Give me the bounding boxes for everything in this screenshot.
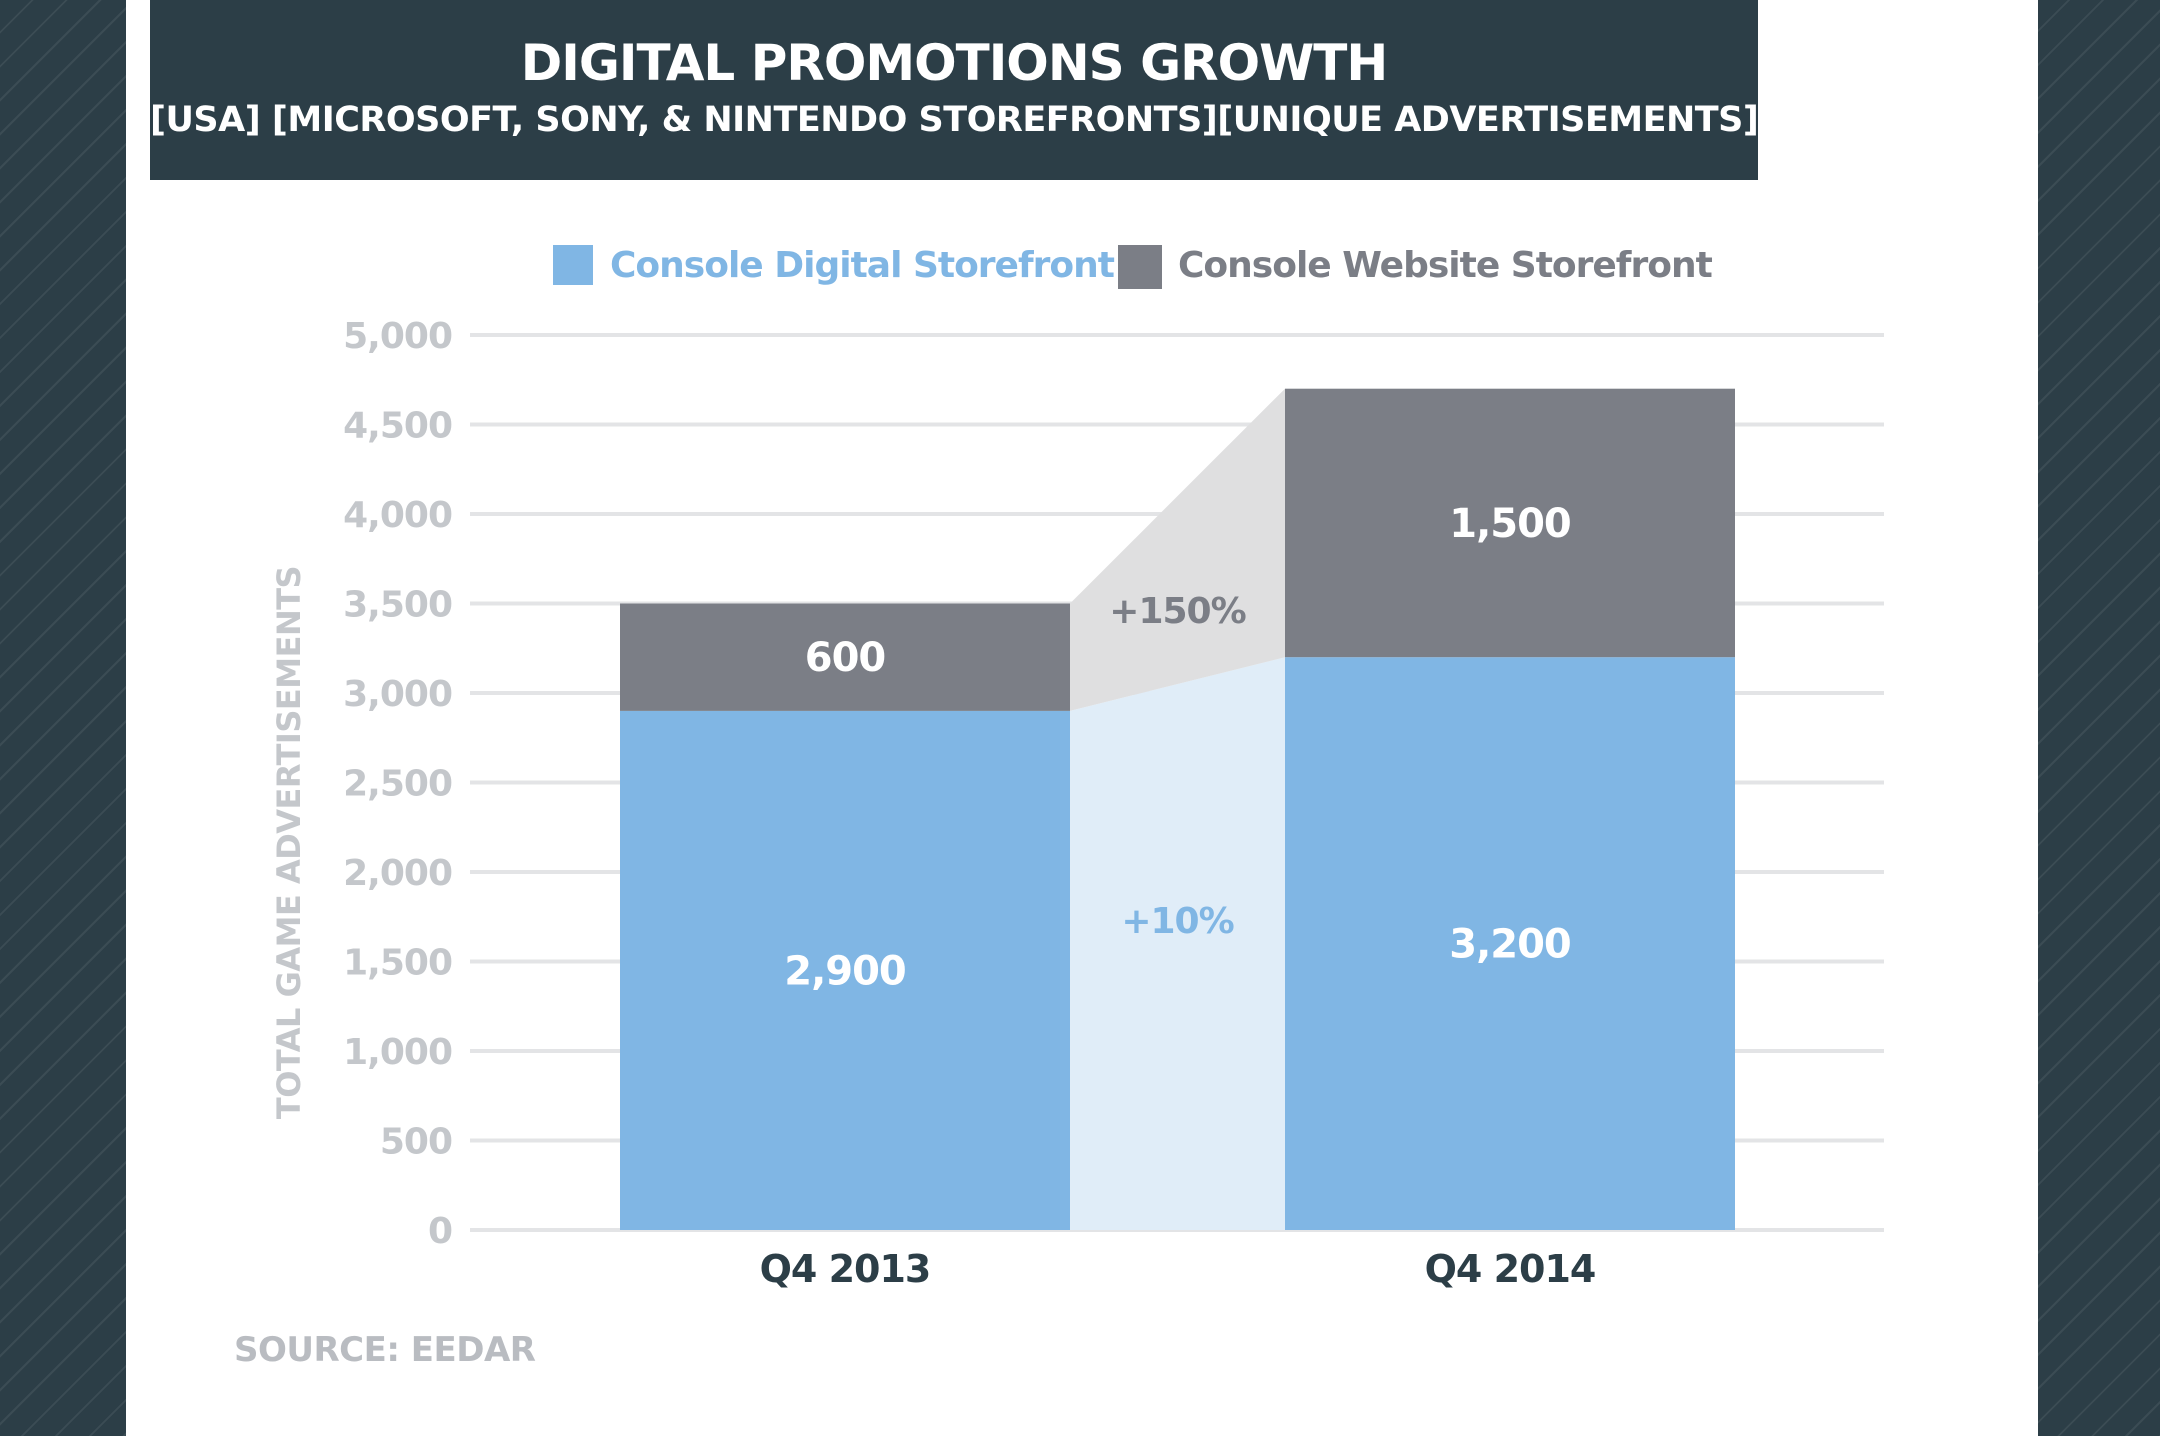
data-label-website: 1,500 <box>1449 501 1571 547</box>
y-tick-label: 3,500 <box>343 585 452 626</box>
legend-swatch-website <box>1118 245 1162 289</box>
legend-swatch-digital <box>553 245 593 285</box>
y-tick-label: 2,000 <box>343 853 452 894</box>
y-tick-label: 4,000 <box>343 495 452 536</box>
chart-subtitle: [USA] [MICROSOFT, SONY, & NINTENDO STORE… <box>150 100 1759 140</box>
chart-title: DIGITAL PROMOTIONS GROWTH <box>520 34 1388 92</box>
y-tick-label: 500 <box>380 1122 452 1163</box>
chart-header: DIGITAL PROMOTIONS GROWTH [USA] [MICROSO… <box>150 0 1759 180</box>
bar-website-storefront <box>620 603 1070 711</box>
connector-website-growth <box>1070 388 1285 711</box>
growth-label-website: +150% <box>1109 591 1245 632</box>
data-label-website: 600 <box>805 635 886 681</box>
y-tick-label: 3,000 <box>343 674 452 715</box>
source-note: SOURCE: EEDAR <box>234 1330 536 1370</box>
data-label-digital: 2,900 <box>784 948 906 994</box>
bar-digital-storefront <box>1285 657 1735 1230</box>
connector-digital-growth <box>1070 657 1285 1230</box>
y-tick-label: 0 <box>428 1211 452 1252</box>
y-tick-label: 2,500 <box>343 764 452 805</box>
data-label-digital: 3,200 <box>1449 922 1571 968</box>
category-label: Q4 2014 <box>1425 1247 1596 1291</box>
y-tick-label: 4,500 <box>343 406 452 447</box>
bar-website-storefront <box>1285 388 1735 658</box>
y-tick-label: 1,000 <box>343 1032 452 1073</box>
legend-label-digital: Console Digital Storefront <box>610 245 1115 286</box>
y-tick-label: 5,000 <box>343 316 452 357</box>
category-label: Q4 2013 <box>760 1247 931 1291</box>
y-tick-label: 1,500 <box>343 943 452 984</box>
bar-digital-storefront <box>620 710 1070 1230</box>
y-axis-title: TOTAL GAME ADVERTISEMENTS <box>270 566 308 1119</box>
legend-label-website: Console Website Storefront <box>1178 245 1713 286</box>
growth-label-digital: +10% <box>1121 901 1233 942</box>
